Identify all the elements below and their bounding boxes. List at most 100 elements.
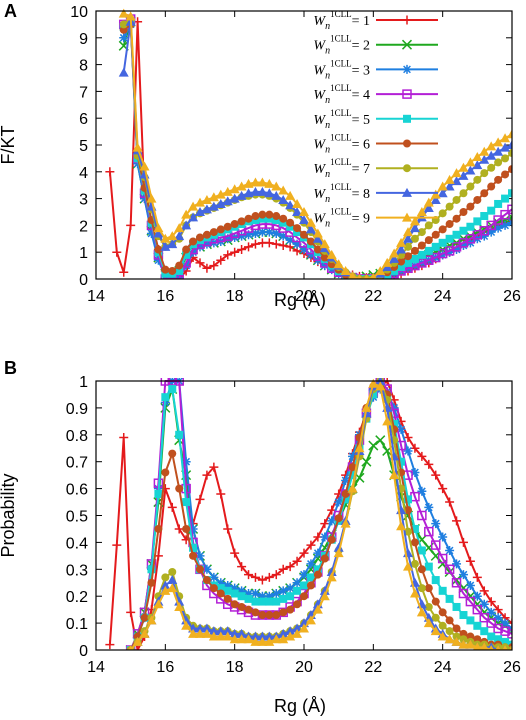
data-point [175, 261, 184, 270]
y-tick-label: 2 [79, 218, 88, 235]
legend-superscript: 1CLL [330, 83, 352, 93]
data-point [473, 195, 482, 204]
data-point [313, 548, 323, 558]
legend-superscript: 1CLL [330, 58, 352, 68]
legend-subscript: n [325, 145, 330, 156]
data-point [264, 636, 275, 646]
data-point [257, 636, 268, 646]
data-point [438, 238, 447, 247]
legend-symbol: W [313, 14, 326, 29]
data-point [417, 250, 426, 259]
data-point [486, 220, 496, 231]
series-9 [118, 8, 512, 279]
data-point [181, 457, 191, 467]
data-point [390, 420, 399, 429]
data-point [209, 584, 218, 593]
legend-item-4: Wn1CLL= 4 [313, 83, 438, 106]
data-point [486, 597, 496, 607]
data-point [167, 231, 178, 241]
data-point [285, 583, 295, 593]
data-point [444, 564, 455, 575]
legend-subscript: n [325, 70, 330, 81]
data-point [437, 631, 448, 641]
y-tick-label: 1 [79, 374, 88, 391]
data-point [416, 607, 427, 617]
data-point [119, 432, 129, 442]
data-point [160, 233, 171, 243]
panel-label-a: A [4, 1, 17, 21]
data-point [250, 177, 261, 187]
data-point [153, 599, 164, 609]
x-tick-label: 20 [295, 288, 313, 305]
data-point [118, 67, 129, 77]
data-point [168, 449, 177, 458]
data-point [146, 615, 157, 625]
data-point [195, 623, 205, 633]
data-point [181, 209, 192, 219]
data-point [494, 158, 503, 167]
x-tick-label: 22 [364, 288, 382, 305]
data-point [244, 605, 253, 614]
data-point [479, 231, 489, 241]
data-point [243, 634, 254, 644]
data-point [278, 628, 289, 638]
data-point [473, 217, 482, 226]
data-point [423, 618, 434, 628]
legend-swatch-marker [402, 89, 412, 99]
data-point [201, 204, 212, 214]
data-point [237, 231, 247, 241]
plot-area-a: 14 16 18 20 22 24 26 0 1 2 3 4 5 6 7 8 9 10 [70, 4, 521, 305]
data-point [195, 628, 205, 638]
data-point [188, 201, 199, 211]
data-point [409, 216, 420, 226]
data-point [375, 435, 386, 446]
data-point [444, 181, 455, 191]
data-point [258, 210, 267, 219]
data-point [229, 634, 240, 644]
data-point [509, 645, 512, 650]
data-point [424, 255, 434, 265]
y-tick-label: 8 [79, 58, 88, 75]
data-point [222, 186, 233, 196]
data-point [403, 446, 413, 456]
legend-value: = 7 [352, 162, 370, 177]
data-point [250, 572, 260, 582]
legend-symbol: W [313, 113, 326, 128]
data-point [458, 170, 469, 180]
data-point [472, 152, 483, 162]
data-point [507, 129, 512, 139]
data-point [305, 224, 316, 234]
legend-superscript: 1CLL [330, 182, 352, 192]
legend-swatch-marker [402, 187, 412, 197]
data-point [265, 210, 274, 219]
data-point [160, 585, 171, 595]
data-point [223, 234, 233, 244]
series-line [129, 380, 512, 650]
data-point [397, 262, 406, 271]
data-point [236, 181, 247, 191]
data-point [438, 225, 447, 234]
data-point [319, 591, 330, 601]
data-point [396, 521, 407, 531]
panel-a: A F/KT Rg (Å) 14 16 18 20 22 24 26 0 1 2 3 4 5 6 7 8 9 10… [0, 1, 521, 310]
y-tick-label: 10 [70, 4, 88, 21]
y-tick-label: 0.5 [66, 509, 88, 526]
data-point [299, 623, 309, 633]
data-point [459, 226, 468, 235]
data-point [452, 214, 461, 223]
data-point [188, 212, 199, 222]
data-point [465, 157, 476, 167]
data-point [416, 207, 427, 216]
data-point [473, 175, 482, 184]
data-point [410, 524, 419, 533]
data-point [119, 20, 128, 29]
data-point [493, 215, 503, 225]
data-point [181, 615, 192, 625]
data-point [417, 510, 427, 521]
data-point [229, 193, 240, 203]
data-point [410, 559, 419, 568]
data-point [279, 214, 288, 223]
data-point [209, 261, 219, 271]
legend-value: = 4 [352, 88, 370, 103]
data-point [501, 154, 510, 163]
